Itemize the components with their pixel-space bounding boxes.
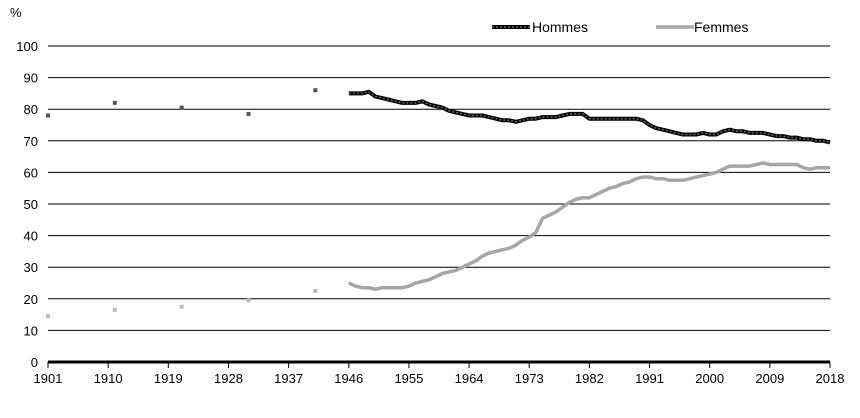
series-hommes	[46, 88, 831, 145]
point-hommes-1911	[112, 100, 117, 105]
point-hommes-1941	[313, 88, 318, 93]
series-femmes	[46, 161, 830, 319]
x-tick-label-1937: 1937	[274, 371, 303, 386]
legend-label-hommes: Hommes	[532, 19, 588, 35]
x-tick-label-1901: 1901	[34, 371, 63, 386]
x-tick-label-1982: 1982	[575, 371, 604, 386]
legend-label-femmes: Femmes	[694, 19, 748, 35]
line-hommes-pattern	[348, 90, 831, 144]
y-tick-label-10: 10	[24, 323, 38, 338]
point-femmes-1911	[112, 307, 117, 312]
x-tick-label-1928: 1928	[214, 371, 243, 386]
x-axis-ticks: 1901 1910 1919 1928 1937 1946 1955 1964 1973 1982…	[34, 362, 845, 386]
x-tick-label-1973: 1973	[515, 371, 544, 386]
line-hommes	[348, 89, 831, 145]
y-tick-label-50: 50	[24, 197, 38, 212]
point-femmes-1921	[179, 304, 184, 309]
y-tick-label-90: 90	[24, 71, 38, 86]
y-tick-label-100: 100	[16, 39, 38, 54]
point-hommes-1921	[179, 105, 184, 110]
point-femmes-1931	[246, 298, 251, 303]
point-femmes-1901	[46, 314, 50, 319]
x-tick-label-1964: 1964	[455, 371, 484, 386]
x-tick-label-1910: 1910	[94, 371, 123, 386]
y-tick-label-20: 20	[24, 292, 38, 307]
y-tick-label-80: 80	[24, 102, 38, 117]
x-tick-label-1919: 1919	[154, 371, 183, 386]
x-tick-label-1955: 1955	[394, 371, 423, 386]
point-hommes-1931	[246, 111, 251, 116]
x-tick-label-1946: 1946	[334, 371, 363, 386]
y-axis-unit-label: %	[10, 5, 22, 20]
series-layer	[46, 88, 831, 319]
legend: Hommes Femmes	[492, 19, 748, 35]
y-tick-label-70: 70	[24, 134, 38, 149]
point-hommes-1901	[46, 113, 50, 118]
gridlines	[48, 45, 830, 364]
y-axis-ticks: 0 10 20 30 40 50 60 70 80 90 100	[16, 39, 38, 370]
y-tick-label-60: 60	[24, 165, 38, 180]
point-femmes-1941	[313, 288, 318, 293]
x-tick-label-2000: 2000	[695, 371, 724, 386]
line-femmes	[348, 161, 830, 292]
y-tick-label-40: 40	[24, 229, 38, 244]
x-tick-label-2009: 2009	[755, 371, 784, 386]
y-tick-label-0: 0	[31, 355, 38, 370]
x-tick-label-2018: 2018	[816, 371, 845, 386]
y-tick-label-30: 30	[24, 260, 38, 275]
x-tick-label-1991: 1991	[635, 371, 664, 386]
